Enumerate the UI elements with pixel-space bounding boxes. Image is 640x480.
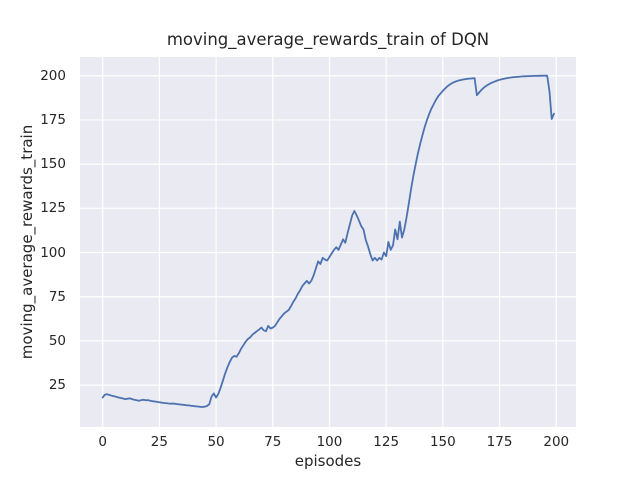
- y-tick-label: 75: [48, 288, 66, 305]
- y-tick-label: 100: [40, 244, 66, 261]
- x-tick-label: 150: [429, 434, 456, 450]
- x-tick-label: 0: [98, 434, 107, 450]
- x-tick-label: 200: [543, 434, 570, 450]
- x-tick-label: 175: [486, 434, 513, 450]
- y-tick-label: 200: [40, 67, 66, 84]
- y-tick-label: 175: [40, 111, 66, 128]
- chart-title: moving_average_rewards_train of DQN: [166, 30, 490, 49]
- y-tick-label: 150: [40, 156, 66, 173]
- x-tick-label: 75: [264, 434, 282, 450]
- x-tick-label: 100: [316, 434, 343, 450]
- dqn-reward-line: [101, 74, 555, 408]
- x-tick-label: 25: [150, 434, 168, 450]
- x-tick-label: 50: [207, 434, 225, 450]
- x-tick-label: 125: [373, 434, 400, 450]
- y-tick-label: 125: [40, 200, 66, 217]
- plot-background: [80, 57, 576, 427]
- y-tick-label: 25: [48, 377, 66, 394]
- x-axis-label: episodes: [294, 452, 362, 470]
- y-tick-label: 50: [48, 332, 66, 349]
